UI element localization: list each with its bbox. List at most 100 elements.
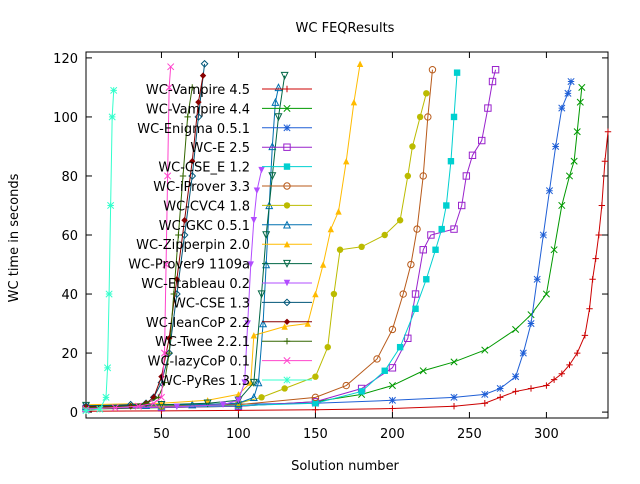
data-point	[110, 86, 118, 94]
legend-label: WC-CSE_E 1.2	[158, 161, 250, 176]
series-line	[85, 69, 497, 410]
data-point	[388, 364, 397, 372]
data-point	[545, 187, 554, 195]
legend-label: WC-CVC4 1.8	[163, 199, 250, 214]
data-point	[253, 187, 261, 194]
data-point	[586, 305, 593, 312]
data-point	[574, 349, 581, 357]
data-point	[157, 393, 166, 401]
data-point	[604, 128, 612, 135]
data-point	[527, 319, 535, 328]
chart-title: WC FEQResults	[296, 21, 395, 36]
data-point	[241, 379, 248, 386]
data-point	[312, 290, 319, 298]
data-point	[244, 320, 251, 327]
data-point	[413, 225, 421, 233]
data-point	[189, 84, 196, 91]
data-point	[481, 346, 489, 354]
data-point	[249, 378, 258, 387]
data-point	[450, 113, 458, 121]
data-point	[281, 385, 288, 392]
data-point	[542, 290, 550, 298]
data-point	[262, 260, 271, 269]
data-point	[428, 66, 437, 74]
data-point	[478, 136, 486, 145]
data-point	[170, 290, 177, 298]
data-point	[573, 128, 581, 136]
y-tick-label: 80	[61, 170, 78, 185]
data-point	[335, 208, 342, 215]
data-point	[258, 166, 265, 174]
data-point	[319, 261, 327, 268]
data-point	[358, 388, 365, 395]
data-point	[447, 158, 455, 165]
legend-marker	[283, 298, 291, 307]
series-line	[85, 90, 115, 412]
data-point	[419, 367, 427, 375]
data-point	[581, 332, 589, 339]
data-point	[462, 172, 471, 180]
data-point	[396, 217, 404, 224]
data-point	[598, 202, 606, 209]
data-point	[533, 275, 541, 283]
data-point	[311, 393, 320, 402]
x-tick-label: 300	[534, 427, 559, 442]
legend-marker	[283, 338, 291, 345]
data-point	[443, 202, 450, 209]
data-point	[274, 113, 283, 122]
data-point	[450, 358, 458, 366]
data-point	[404, 172, 412, 180]
data-point	[142, 400, 150, 407]
data-point	[257, 290, 266, 299]
legend-label: WC-Twee 2.2.1	[155, 335, 250, 350]
data-point	[458, 201, 466, 210]
data-point	[165, 349, 173, 357]
data-point	[181, 217, 188, 224]
legend-label: WC-Etableau 0.2	[141, 277, 250, 292]
data-point	[381, 367, 388, 374]
data-point	[280, 71, 289, 80]
data-point	[96, 405, 104, 413]
data-point	[578, 83, 586, 91]
data-point	[157, 401, 166, 410]
legend-marker	[283, 143, 291, 151]
data-point	[527, 311, 535, 319]
data-point	[484, 104, 492, 112]
data-point	[423, 90, 430, 97]
data-point	[250, 332, 258, 339]
data-point	[512, 325, 520, 334]
data-point	[450, 225, 458, 233]
legend-marker	[282, 259, 292, 268]
legend-label: WC-Enigma 0.5.1	[137, 122, 250, 137]
x-tick-label: 100	[226, 427, 251, 442]
data-point	[105, 290, 113, 298]
legend-label: WC-iProver 3.3	[153, 180, 250, 195]
data-point	[496, 384, 504, 393]
legend-label: WC-PyRes 1.3	[160, 374, 250, 389]
x-tick-label: 150	[303, 427, 328, 442]
data-point	[450, 393, 458, 401]
data-point	[336, 246, 344, 253]
data-point	[312, 400, 319, 407]
data-point	[423, 276, 430, 283]
data-point	[388, 396, 396, 404]
data-point	[468, 151, 477, 160]
data-point	[324, 343, 331, 351]
data-point	[488, 77, 497, 86]
data-point	[576, 98, 584, 106]
legend-label: WC-Prover9 1109a	[128, 258, 250, 273]
data-point	[199, 72, 207, 79]
data-point	[342, 381, 350, 390]
legend-label: WC-lazyCoP 0.1	[148, 355, 250, 370]
legend-marker	[283, 376, 291, 384]
legend-label: WC-Vampire 4.5	[146, 83, 250, 98]
data-point	[570, 157, 578, 165]
series-14	[82, 63, 175, 413]
x-axis-label: Solution number	[291, 459, 399, 474]
data-point	[343, 158, 350, 165]
data-point	[173, 403, 181, 410]
data-point	[247, 261, 254, 268]
y-tick-label: 60	[61, 229, 78, 244]
